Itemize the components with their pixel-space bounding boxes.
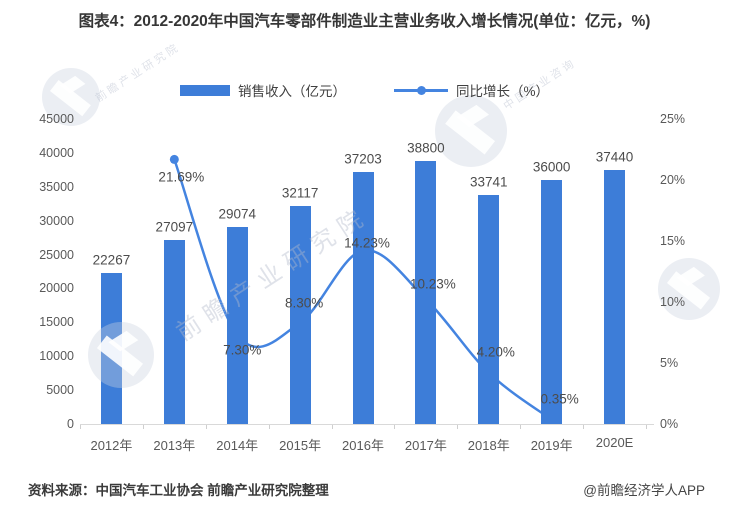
left-axis-tick: 0 bbox=[67, 417, 74, 431]
x-axis-tickmark bbox=[520, 425, 522, 429]
x-axis-category-label: 2016年 bbox=[342, 438, 384, 453]
right-axis-tick: 20% bbox=[660, 173, 686, 187]
x-axis-category-label: 2012年 bbox=[90, 438, 133, 453]
x-axis-category-label: 2018年 bbox=[467, 438, 510, 453]
growth-value-label: 4.20% bbox=[476, 344, 515, 360]
x-axis-category-label: 2013年 bbox=[153, 438, 196, 453]
x-axis-tickmark bbox=[394, 425, 396, 429]
bar-value-label: 36000 bbox=[532, 159, 571, 175]
line-series-label: 同比增长（%） bbox=[455, 84, 549, 99]
legend: 销售收入（亿元） 同比增长（%） bbox=[0, 80, 729, 100]
right-axis-tick: 15% bbox=[660, 234, 686, 248]
line-marker-icon bbox=[169, 154, 179, 164]
x-axis-tickmark bbox=[583, 425, 585, 429]
bar-value-label: 37440 bbox=[595, 149, 634, 165]
bar-series-swatch bbox=[179, 84, 230, 96]
x-axis-category-label: 2017年 bbox=[404, 438, 447, 453]
x-axis-tickmark bbox=[80, 425, 81, 429]
left-axis-tick: 45000 bbox=[39, 112, 74, 126]
x-axis-tickmark bbox=[142, 425, 144, 429]
revenue-bar bbox=[352, 171, 374, 424]
left-axis-tick: 20000 bbox=[39, 281, 74, 296]
growth-value-label: 8.30% bbox=[284, 295, 324, 311]
credit-note: @前瞻经济学人APP bbox=[583, 483, 705, 498]
x-axis-category-label: 2014年 bbox=[216, 438, 259, 453]
left-axis-tick: 15000 bbox=[39, 315, 74, 330]
x-axis-tickmark bbox=[268, 425, 270, 429]
left-axis-tick: 35000 bbox=[39, 179, 74, 194]
revenue-bar bbox=[226, 226, 248, 424]
revenue-bar bbox=[604, 170, 626, 424]
x-axis-tickmark bbox=[457, 425, 459, 429]
revenue-bar bbox=[289, 206, 311, 424]
growth-value-label: 10.23% bbox=[409, 276, 456, 292]
bar-series-label: 销售收入（亿元） bbox=[237, 84, 346, 99]
x-axis-category-label: 2020E bbox=[595, 435, 634, 450]
revenue-bar bbox=[163, 240, 185, 424]
left-axis-tick: 40000 bbox=[39, 145, 74, 160]
x-axis-tickmark bbox=[646, 425, 647, 429]
x-axis-category-label: 2019年 bbox=[530, 438, 573, 453]
bar-value-label: 32117 bbox=[281, 185, 319, 201]
right-axis-tick: 25% bbox=[660, 112, 686, 126]
line-series-swatch bbox=[393, 85, 448, 96]
bar-value-label: 29074 bbox=[218, 206, 256, 222]
source-note: 资料来源：中国汽车工业协会 前瞻产业研究院整理 bbox=[28, 483, 329, 498]
chart-title: 图表4：2012-2020年中国汽车零部件制造业主营业务收入增长情况(单位：亿元… bbox=[78, 13, 651, 30]
revenue-bar bbox=[100, 273, 122, 424]
line-swatch-marker-icon bbox=[416, 85, 426, 95]
x-axis-line bbox=[80, 424, 654, 425]
right-axis-tick: 10% bbox=[660, 295, 686, 309]
left-axis-tick: 10000 bbox=[39, 349, 74, 364]
left-axis-tick: 5000 bbox=[46, 383, 74, 398]
growth-value-label: 7.30% bbox=[223, 342, 262, 358]
bar-value-label: 22267 bbox=[92, 252, 131, 268]
growth-value-label: 21.69% bbox=[158, 169, 205, 185]
right-axis-tick: 0% bbox=[660, 417, 679, 431]
legend-item-bar-series: 销售收入（亿元） bbox=[179, 80, 346, 100]
growth-value-label: 14.23% bbox=[344, 235, 390, 251]
x-axis-tickmark bbox=[331, 425, 333, 429]
left-axis-tick: 25000 bbox=[39, 247, 74, 262]
left-axis-tick: 30000 bbox=[39, 213, 74, 228]
bar-value-label: 38800 bbox=[407, 140, 445, 156]
bar-value-label: 37203 bbox=[344, 151, 382, 167]
revenue-bar bbox=[478, 195, 500, 424]
legend-item-line-series: 同比增长（%） bbox=[393, 80, 549, 100]
revenue-bar bbox=[415, 161, 437, 424]
revenue-bar bbox=[541, 180, 563, 424]
x-axis-category-label: 2015年 bbox=[279, 438, 322, 453]
bar-value-label: 27097 bbox=[155, 219, 194, 235]
growth-value-label: 0.35% bbox=[540, 391, 579, 407]
x-axis-tickmark bbox=[205, 425, 207, 429]
bar-value-label: 33741 bbox=[469, 174, 508, 190]
right-axis-tick: 5% bbox=[660, 356, 679, 370]
